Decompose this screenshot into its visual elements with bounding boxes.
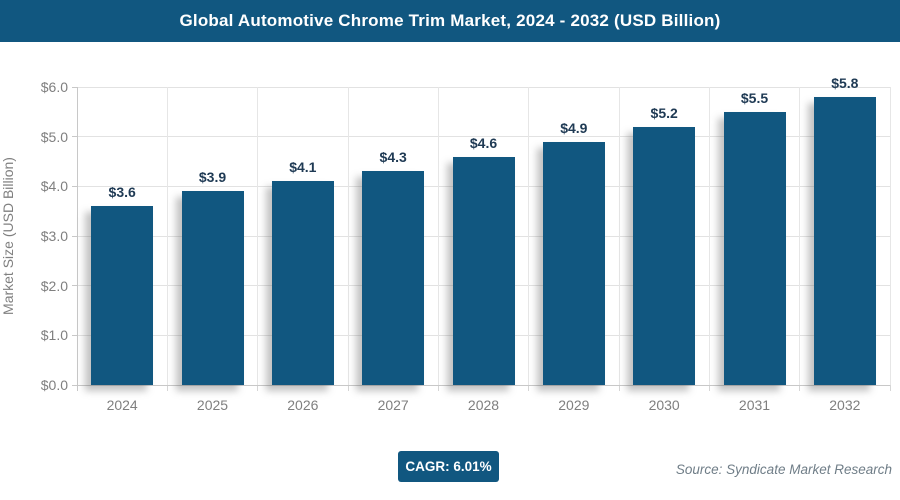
x-axis-tick [437, 385, 439, 391]
x-tick-label: 2028 [467, 397, 500, 413]
chart-title-bar: Global Automotive Chrome Trim Market, 20… [0, 0, 900, 42]
x-tick-label: 2030 [648, 397, 680, 413]
y-tick-label: $0.0 [40, 377, 68, 393]
x-axis-tick [889, 385, 891, 391]
x-tick-label: 2032 [829, 397, 861, 413]
bar-2024 [91, 206, 154, 385]
cagr-badge: CAGR: 6.01% [398, 451, 499, 482]
bar-value-label: $3.9 [198, 169, 227, 186]
x-axis-tick [528, 385, 530, 391]
bar-value-label: $4.9 [560, 119, 588, 136]
x-tick-label: 2031 [738, 397, 771, 413]
v-gridline [347, 87, 349, 385]
chart-title: Global Automotive Chrome Trim Market, 20… [179, 11, 721, 30]
y-tick-label: $4.0 [40, 178, 68, 195]
x-axis-tick [257, 385, 259, 391]
h-gridline [77, 86, 890, 88]
y-axis-tick [72, 235, 77, 237]
x-axis-tick [799, 385, 801, 391]
bar-value-label: $5.5 [740, 89, 769, 106]
bar-value-label: $4.6 [469, 134, 498, 151]
y-axis-tick [72, 334, 77, 336]
bar-2025 [181, 191, 244, 385]
y-axis-tick [72, 185, 77, 187]
x-axis-tick [708, 385, 710, 391]
bar-2030 [633, 126, 696, 385]
bar-value-label: $4.3 [379, 149, 407, 166]
bar-2031 [723, 111, 786, 385]
x-axis-tick [166, 385, 168, 391]
x-tick-label: 2026 [287, 397, 319, 413]
x-axis-tick [618, 385, 620, 391]
x-axis-line [77, 384, 890, 386]
bar-2032 [813, 96, 876, 385]
bar-value-label: $5.2 [650, 104, 678, 121]
source-text: Source: Syndicate Market Research [675, 462, 892, 477]
y-axis-tick [72, 285, 77, 287]
plot-area: $0.0 $1.0 $2.0 $3.0 $4.0 $5.0 $6.0 $3.6 2024 $3.9… [41, 75, 891, 413]
bar-2028 [452, 156, 515, 385]
v-gridline [437, 87, 439, 385]
v-gridline [528, 87, 530, 385]
bar-2027 [362, 171, 425, 385]
h-gridline [77, 136, 890, 138]
y-tick-label: $5.0 [40, 128, 68, 145]
v-gridline [257, 87, 259, 385]
y-axis-tick [72, 384, 77, 386]
y-axis-tick [72, 86, 77, 88]
v-gridline [166, 87, 168, 385]
x-tick-label: 2027 [377, 397, 409, 413]
cagr-badge-label: CAGR: 6.01% [405, 459, 492, 474]
x-tick-label: 2024 [106, 397, 138, 413]
v-gridline [618, 87, 620, 385]
y-tick-label: $2.0 [40, 277, 68, 294]
y-tick-label: $6.0 [40, 79, 68, 95]
v-gridline [799, 87, 801, 385]
x-axis-tick [347, 385, 349, 391]
bar-2026 [271, 181, 334, 385]
x-tick-label: 2025 [196, 397, 229, 413]
y-tick-label: $3.0 [40, 228, 68, 244]
x-tick-label: 2029 [558, 397, 590, 413]
bar-2029 [542, 141, 605, 385]
bar-value-label: $4.1 [289, 159, 317, 176]
v-gridline [889, 87, 891, 385]
y-tick-label: $1.0 [40, 327, 68, 344]
bar-value-label: $3.6 [108, 184, 136, 201]
y-axis-tick [72, 136, 77, 138]
v-gridline [708, 87, 710, 385]
bar-value-label: $5.8 [831, 74, 859, 91]
y-axis-line [76, 87, 78, 391]
